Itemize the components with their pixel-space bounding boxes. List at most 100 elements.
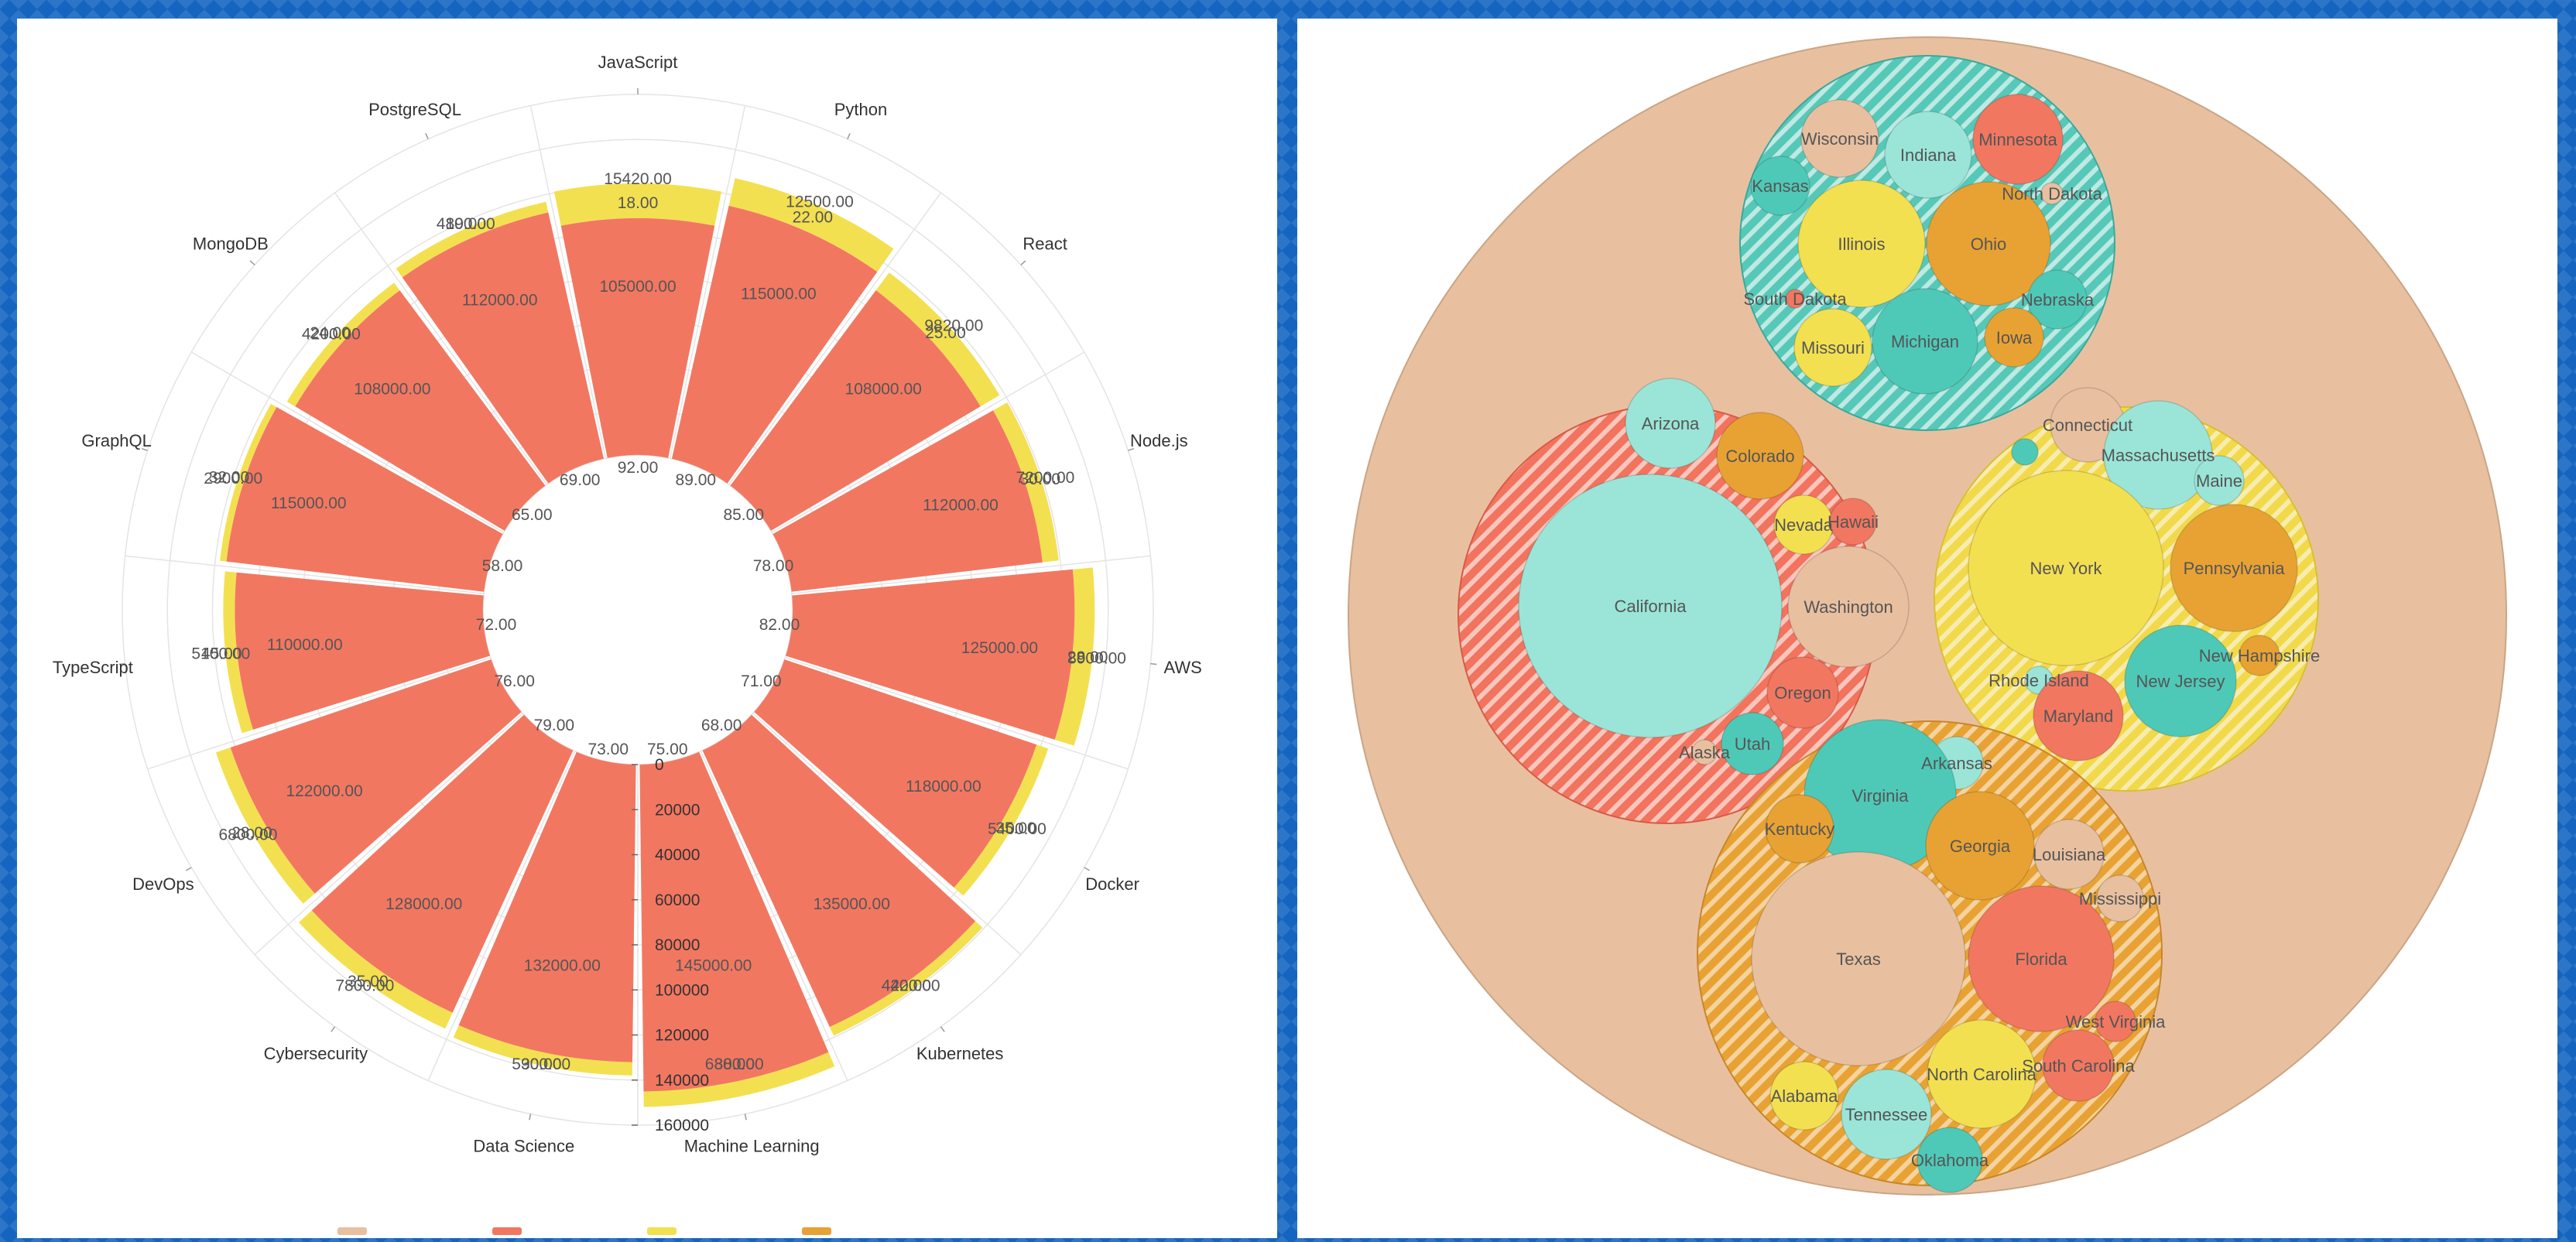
bar-value-label: 112000.00 (462, 292, 538, 310)
axis-tick-label: 20000 (655, 801, 700, 819)
state-label: Iowa (1996, 328, 2033, 347)
polar-bar-segment (223, 571, 253, 734)
polar-bar-segment (220, 403, 277, 562)
bar-value-label: 110000.00 (267, 636, 343, 654)
bar-value-label: 118000.00 (906, 778, 981, 795)
state-circle (2011, 438, 2039, 466)
state-label: New Hampshire (2199, 646, 2321, 665)
state-label: West Virginia (2066, 1012, 2167, 1032)
legend (337, 1227, 831, 1235)
polar-bar-segment (553, 183, 722, 226)
bar-value-label: 5100.00 (191, 645, 250, 663)
state-circle (1716, 412, 1804, 500)
state-label: Florida (2015, 949, 2067, 969)
bar-value-label: 108000.00 (845, 380, 922, 398)
bar-value-label: 78.00 (753, 557, 794, 575)
state-circle (2170, 504, 2298, 632)
state-circle (1841, 1069, 1932, 1160)
state-label: Nebraska (2021, 290, 2095, 310)
state-label: Indiana (1900, 145, 1957, 165)
axis-tick-label: 120000 (655, 1027, 709, 1045)
circle-packing-chart: Wisconsin Indiana Minnesota Kansas North Dak… (1348, 36, 2507, 1196)
category-tick (744, 1114, 747, 1121)
state-label: Virginia (1852, 786, 1910, 806)
bar-value-label: 2900.00 (204, 470, 262, 488)
state-circle (2042, 1029, 2115, 1102)
state-label: Massachusetts (2102, 446, 2215, 465)
bar-value-label: 75.00 (647, 741, 688, 758)
category-label: Node.js (1130, 431, 1188, 450)
bar-value-label: 105000.00 (599, 278, 676, 296)
legend-swatch (647, 1227, 677, 1235)
state-circle (1797, 180, 1926, 308)
state-label: Connecticut (2043, 416, 2132, 435)
bar-value-label: 19.00 (445, 215, 486, 233)
state-circle (1625, 378, 1716, 469)
category-label: DevOps (132, 874, 194, 894)
bar-value-label: 4200.00 (302, 325, 361, 343)
bar-value-label: 25.00 (925, 324, 966, 342)
grid-ring (482, 454, 793, 765)
state-label: Texas (1836, 949, 1880, 969)
category-tick (249, 260, 255, 265)
root-circle (1348, 36, 2507, 1196)
bar-value-label: 8900.00 (1067, 649, 1126, 667)
state-circle (2040, 182, 2064, 205)
state-circle (1829, 498, 1877, 546)
polar-bar-segment (230, 659, 522, 894)
bar-value-label: 22.00 (793, 209, 834, 227)
state-label: Utah (1735, 734, 1770, 754)
state-circle (1917, 1127, 1983, 1193)
state-circle (1691, 739, 1718, 765)
bar-value-label: 82.00 (759, 616, 800, 634)
polar-bar-segment (226, 407, 503, 592)
polar-bar-segment (286, 282, 400, 407)
bar-value-label: 18.00 (618, 194, 659, 212)
state-circle (2095, 1001, 2136, 1042)
bar-value-label: 42.00 (890, 977, 931, 994)
category-tick (529, 1114, 532, 1121)
axis-tick-label: 80000 (655, 936, 700, 954)
legend-swatch (337, 1227, 367, 1235)
grid-spoke (669, 105, 746, 459)
polar-bar-segment (295, 290, 546, 531)
category-label: React (1023, 234, 1067, 253)
legend-swatch (802, 1227, 831, 1235)
bar-value-label: 135000.00 (814, 895, 890, 913)
grid-spoke (147, 657, 492, 770)
category-label: JavaScript (598, 53, 678, 72)
polar-bar-segment (702, 714, 976, 1028)
state-circle (2103, 400, 2213, 510)
polar-bar-segment (402, 212, 605, 484)
bar-value-label: 112000.00 (923, 497, 999, 515)
state-circle (2033, 670, 2124, 761)
state-circle (1984, 307, 2044, 368)
bar-value-label: 30.00 (1019, 470, 1060, 488)
state-label: California (1615, 597, 1687, 616)
grid-spoke (728, 192, 942, 485)
state-label: Wisconsin (1801, 129, 1879, 149)
state-circle (1968, 885, 2115, 1032)
state-label: Missouri (1801, 338, 1865, 358)
pack-circles (1348, 36, 2507, 1196)
category-tick (118, 662, 125, 665)
bar-value-label: 132000.00 (524, 957, 601, 975)
state-label: Maryland (2043, 707, 2113, 726)
state-circle (2124, 624, 2237, 737)
polar-bar-segment (607, 454, 669, 458)
state-label: Arizona (1642, 414, 1700, 433)
bar-value-label: 71.00 (741, 672, 782, 690)
pack-labels: Wisconsin Indiana Minnesota Kansas North Dak… (1615, 129, 2321, 1170)
state-label: Maine (2196, 471, 2242, 491)
state-label: Alabama (1771, 1086, 1839, 1106)
polar-chart-panel: 92.00 105000.00 18.00 15420.00 89.00 115000.0… (17, 19, 1277, 1238)
bar-value-label: 128000.00 (385, 895, 462, 913)
polar-bar-segment (786, 569, 1075, 740)
grid-spoke (254, 713, 523, 956)
state-circle (2033, 819, 2105, 890)
category-label: MongoDB (193, 234, 269, 253)
state-label: New Jersey (2136, 672, 2225, 691)
polar-bar-segment (396, 201, 549, 278)
bar-value-label: 45.00 (201, 645, 242, 663)
category-tick (1150, 662, 1157, 665)
